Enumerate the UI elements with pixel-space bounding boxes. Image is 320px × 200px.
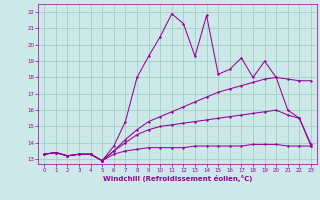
X-axis label: Windchill (Refroidissement éolien,°C): Windchill (Refroidissement éolien,°C) [103,175,252,182]
